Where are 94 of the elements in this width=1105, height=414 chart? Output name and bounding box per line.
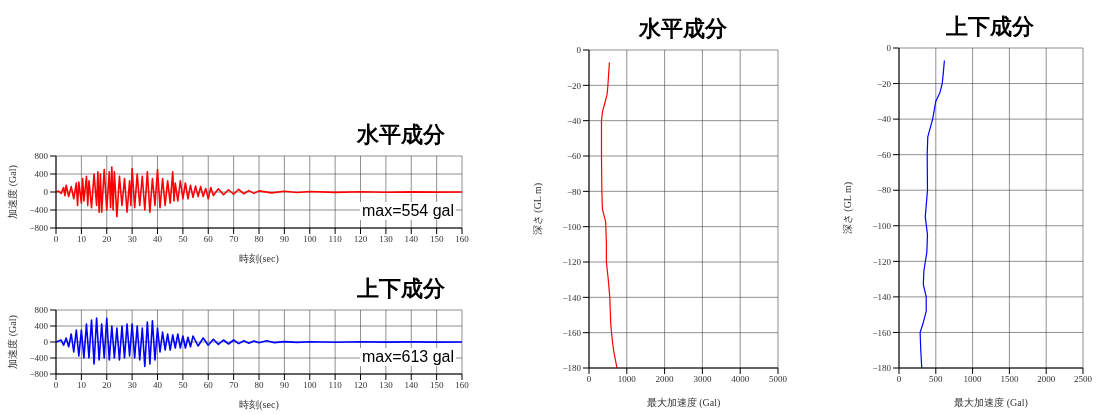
y-tick-label: −160 bbox=[562, 327, 582, 338]
x-tick-label: 120 bbox=[353, 234, 368, 245]
x-tick-label: 10 bbox=[76, 380, 87, 391]
x-tick-label: 500 bbox=[929, 374, 944, 385]
x-tick-label: 2000 bbox=[655, 374, 675, 385]
x-tick-label: 70 bbox=[229, 380, 239, 391]
x-tick-label: 0 bbox=[586, 374, 592, 385]
y-tick-label: 800 bbox=[34, 151, 49, 162]
y-tick-label: 400 bbox=[34, 169, 49, 180]
y-tick-label: −60 bbox=[876, 149, 892, 160]
y-tick-label: −40 bbox=[566, 115, 582, 126]
x-tick-label: 1000 bbox=[963, 374, 983, 385]
chart-title: 水平成分 bbox=[638, 15, 727, 43]
y-tick-label: −800 bbox=[29, 369, 49, 380]
annotation: max=554 gal bbox=[359, 202, 456, 220]
x-tick-label: 20 bbox=[102, 234, 112, 245]
chart-title: 水平成分 bbox=[357, 121, 445, 149]
y-tick-label: −180 bbox=[872, 363, 892, 374]
y-tick-label: 0 bbox=[576, 45, 582, 56]
line-series bbox=[56, 317, 462, 368]
line-series bbox=[56, 166, 462, 218]
x-tick-label: 20 bbox=[102, 380, 112, 391]
x-tick-label: 90 bbox=[279, 234, 290, 245]
y-tick-label: −120 bbox=[872, 256, 892, 267]
y-tick-label: −140 bbox=[872, 292, 892, 303]
x-tick-label: 160 bbox=[455, 234, 470, 245]
x-tick-label: 80 bbox=[254, 234, 264, 245]
y-tick-label: −140 bbox=[562, 292, 582, 303]
y-axis-title: 深さ (GL m) bbox=[841, 181, 854, 235]
y-tick-label: −80 bbox=[566, 186, 582, 197]
y-tick-label: −180 bbox=[562, 363, 582, 374]
x-tick-label: 100 bbox=[303, 234, 317, 245]
y-axis-title: 深さ (GL m) bbox=[531, 182, 544, 236]
x-tick-label: 50 bbox=[178, 234, 188, 245]
y-tick-label: −20 bbox=[876, 78, 892, 89]
x-tick-label: 3000 bbox=[693, 374, 712, 385]
x-tick-label: 1000 bbox=[617, 374, 637, 385]
chart-title: 上下成分 bbox=[357, 275, 445, 303]
x-tick-label: 100 bbox=[303, 380, 317, 391]
x-tick-label: 2500 bbox=[1074, 374, 1093, 385]
y-tick-label: 0 bbox=[886, 43, 892, 54]
x-tick-label: 60 bbox=[203, 234, 214, 245]
x-tick-label: 90 bbox=[279, 380, 290, 391]
x-tick-label: 80 bbox=[254, 380, 264, 391]
annotation: max=613 gal bbox=[359, 348, 456, 366]
y-tick-label: −100 bbox=[562, 221, 582, 232]
x-tick-label: 10 bbox=[76, 234, 87, 245]
y-tick-label: −800 bbox=[29, 223, 49, 234]
x-tick-label: 60 bbox=[203, 380, 214, 391]
x-tick-label: 130 bbox=[379, 234, 394, 245]
x-tick-label: 70 bbox=[229, 234, 239, 245]
x-tick-label: 40 bbox=[153, 234, 163, 245]
x-axis-title: 最大加速度 (Gal) bbox=[954, 397, 1028, 409]
x-tick-label: 2000 bbox=[1037, 374, 1056, 385]
x-tick-label: 4000 bbox=[731, 374, 750, 385]
x-axis-title: 最大加速度 (Gal) bbox=[646, 397, 721, 409]
y-axis-title: 加速度 (Gal) bbox=[6, 315, 19, 369]
x-tick-label: 30 bbox=[127, 234, 138, 245]
x-tick-label: 1500 bbox=[1000, 374, 1019, 385]
y-tick-label: −60 bbox=[566, 151, 582, 162]
x-tick-label: 0 bbox=[896, 374, 902, 385]
x-axis-title: 時刻(sec) bbox=[239, 253, 279, 265]
y-tick-label: 0 bbox=[43, 337, 49, 348]
x-tick-label: 0 bbox=[53, 380, 59, 391]
x-tick-label: 140 bbox=[404, 380, 419, 391]
x-tick-label: 50 bbox=[178, 380, 188, 391]
y-tick-label: −400 bbox=[29, 353, 49, 364]
x-tick-label: 5000 bbox=[769, 374, 788, 385]
x-tick-label: 160 bbox=[455, 380, 470, 391]
line-series bbox=[600, 61, 618, 368]
line-series bbox=[919, 59, 946, 368]
y-tick-label: −20 bbox=[566, 80, 582, 91]
y-tick-label: 0 bbox=[43, 187, 49, 198]
x-tick-label: 40 bbox=[153, 380, 163, 391]
x-tick-label: 150 bbox=[429, 380, 444, 391]
y-tick-label: −160 bbox=[872, 327, 892, 338]
x-tick-label: 120 bbox=[353, 380, 368, 391]
y-tick-label: −400 bbox=[29, 205, 49, 216]
x-tick-label: 30 bbox=[127, 380, 138, 391]
x-tick-label: 0 bbox=[53, 234, 59, 245]
x-tick-label: 110 bbox=[328, 234, 343, 245]
x-tick-label: 150 bbox=[429, 234, 444, 245]
x-tick-label: 140 bbox=[404, 234, 419, 245]
y-tick-label: −40 bbox=[876, 114, 892, 125]
y-tick-label: −120 bbox=[562, 257, 582, 268]
y-tick-label: −100 bbox=[872, 220, 892, 231]
y-tick-label: 400 bbox=[34, 321, 49, 332]
x-tick-label: 110 bbox=[328, 380, 343, 391]
y-tick-label: 800 bbox=[34, 305, 49, 316]
x-axis-title: 時刻(sec) bbox=[239, 399, 279, 411]
y-tick-label: −80 bbox=[876, 185, 892, 196]
x-tick-label: 130 bbox=[379, 380, 394, 391]
chart-title: 上下成分 bbox=[946, 13, 1034, 41]
y-axis-title: 加速度 (Gal) bbox=[6, 165, 19, 219]
